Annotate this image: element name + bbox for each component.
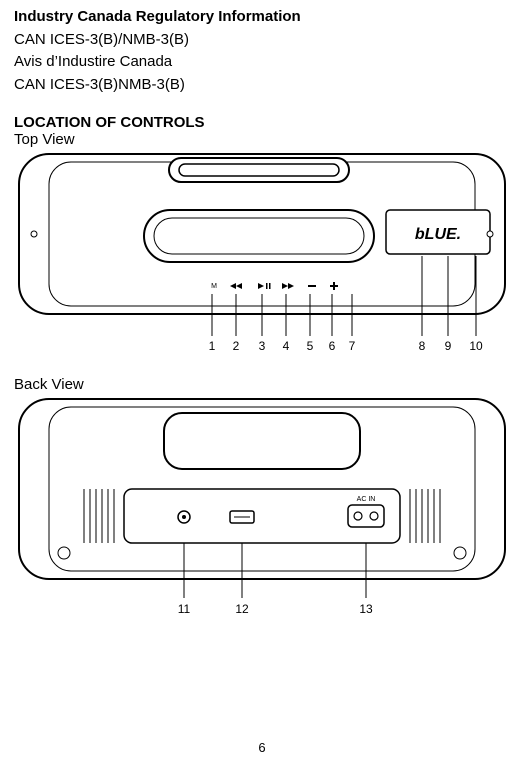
page-number: 6 <box>0 740 524 755</box>
topview-label: Top View <box>14 131 510 148</box>
acin-label: AC IN <box>357 496 376 503</box>
topview-figure: bLUE. M <box>14 148 510 358</box>
backview-callout-12: 12 <box>235 602 249 616</box>
topview-callout-6: 6 <box>329 339 336 353</box>
page-title: Industry Canada Regulatory Information <box>14 6 510 29</box>
header-line-3: CAN ICES-3(B)NMB-3(B) <box>14 74 510 97</box>
backview-callout-11: 11 <box>178 602 191 616</box>
backview-figure: AC IN 11 12 13 <box>14 393 510 623</box>
topview-callout-8: 8 <box>419 339 426 353</box>
topview-callout-10: 10 <box>469 339 483 353</box>
header-line-1: CAN ICES-3(B)/NMB-3(B) <box>14 29 510 52</box>
display-text: bLUE. <box>415 226 461 243</box>
topview-callout-9: 9 <box>445 339 452 353</box>
topview-callout-5: 5 <box>307 339 314 353</box>
header-line-2: Avis d’Industire Canada <box>14 51 510 74</box>
section-heading: LOCATION OF CONTROLS <box>14 114 510 131</box>
backview-callout-13: 13 <box>359 602 373 616</box>
topview-callout-3: 3 <box>259 339 266 353</box>
topview-callout-1: 1 <box>209 339 216 353</box>
svg-text:M: M <box>211 283 217 290</box>
backview-label: Back View <box>14 376 510 393</box>
topview-callout-7: 7 <box>349 339 356 353</box>
topview-callout-2: 2 <box>233 339 240 353</box>
topview-callout-4: 4 <box>283 339 290 353</box>
